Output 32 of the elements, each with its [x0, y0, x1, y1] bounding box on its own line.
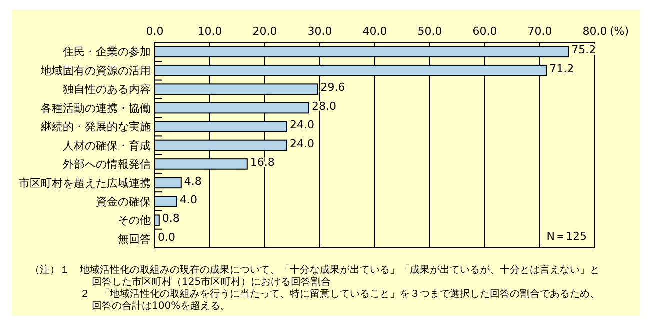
- y-tick-label: 人材の確保・育成: [63, 139, 151, 152]
- y-tick-label: 無回答: [118, 232, 151, 246]
- data-label: 24.0: [290, 137, 314, 150]
- x-tick-label: 70.0: [528, 25, 552, 38]
- x-tick-label: 0.0: [146, 25, 164, 38]
- data-label: 24.0: [290, 118, 314, 132]
- text: （注）１ 地域活性化の取組みの現在の成果について、「十分な成果が出ている」「成果が出ているが、十分とは言えない」と回答した市区町村（125市区町村）における回答割合: [30, 264, 600, 288]
- data-label: 4.8: [184, 174, 202, 188]
- data-label: 4.0: [180, 194, 198, 207]
- y-tick-label: 外部への情報発信: [63, 158, 151, 172]
- x-tick-label: 40.0: [362, 25, 388, 38]
- x-tick-label: 10.0: [198, 25, 222, 38]
- data-label: 0.8: [162, 212, 180, 226]
- annotation: N＝125: [546, 230, 587, 243]
- data-label: 71.2: [550, 62, 574, 76]
- y-tick-label: 資金の確保: [96, 196, 151, 209]
- y-tick-label: 地域固有の資源の活用: [40, 64, 151, 78]
- y-tick-label: 市区町村を超えた広域連携: [19, 176, 151, 190]
- x-tick-label: 20.0: [252, 25, 278, 38]
- y-tick-label: その他: [118, 214, 151, 228]
- x-tick-label: 60.0: [472, 25, 498, 38]
- text: ２ 「地域活性化の取組みを行うに当たって、特に留意していること」を３つまで選択した回答の割合であるため、回答の合計は100%を超える。: [80, 288, 600, 312]
- x-tick-label: 50.0: [418, 25, 442, 38]
- data-label: 29.6: [320, 81, 346, 94]
- x-tick-label: 80.0: [582, 25, 608, 38]
- y-tick-label: 住民・企業の参加: [63, 46, 151, 59]
- y-tick-label: 各種活動の連携・協働: [41, 102, 151, 115]
- y-tick-label: 独自性のある内容: [63, 83, 151, 96]
- data-label: 0.0: [158, 230, 176, 244]
- y-tick-label: 継続的・発展的な実施: [40, 120, 151, 134]
- x-tick-label: 30.0: [308, 25, 332, 38]
- x-axis-title: (%): [610, 25, 630, 38]
